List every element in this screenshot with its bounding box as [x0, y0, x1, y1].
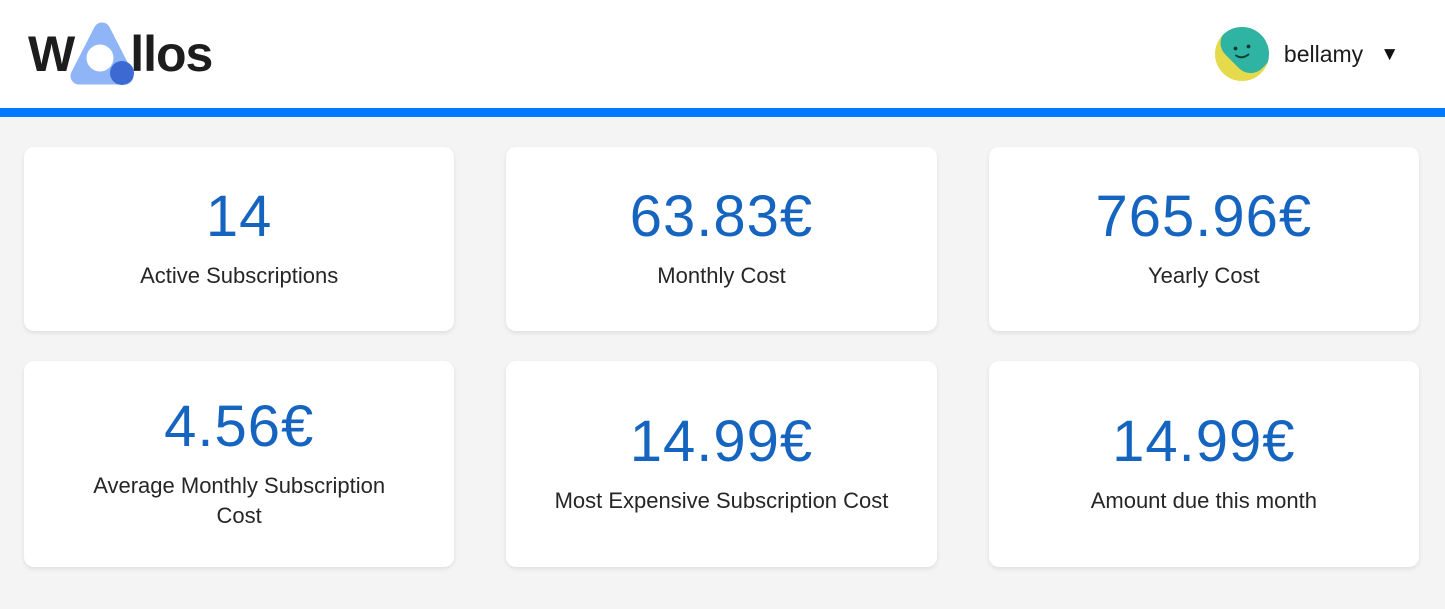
stat-label: Most Expensive Subscription Cost [554, 487, 889, 513]
stat-label: Monthly Cost [657, 262, 786, 288]
stat-card-active-subscriptions: 14 Active Subscriptions [24, 147, 455, 331]
stat-value: 4.56€ [164, 393, 315, 459]
stat-label: Yearly Cost [1147, 262, 1260, 288]
stat-value: 765.96€ [1095, 183, 1313, 249]
stat-value: 14.99€ [629, 408, 814, 474]
wallos-logo[interactable]: W llos [28, 14, 213, 94]
stats-grid: 14 Active Subscriptions 63.83€ Monthly C… [24, 147, 1419, 567]
app-header: W llos bellamy ▼ [0, 0, 1445, 108]
logo-text-prefix: W [28, 26, 75, 82]
stat-label: Active Subscriptions [140, 262, 339, 288]
logo-text-suffix: llos [130, 26, 213, 82]
stat-card-average-monthly-subscription-cost: 4.56€ Average Monthly Subscription Cost [24, 361, 455, 567]
stat-value: 14.99€ [1112, 408, 1296, 474]
user-avatar [1214, 27, 1269, 81]
stat-value: 63.83€ [629, 183, 814, 249]
stat-value: 14 [205, 183, 273, 249]
caret-down-icon: ▼ [1380, 44, 1399, 65]
stat-card-most-expensive-subscription-cost: 14.99€ Most Expensive Subscription Cost [506, 361, 937, 567]
user-menu[interactable]: bellamy ▼ [1214, 27, 1399, 81]
accent-bar [0, 108, 1445, 117]
stat-card-yearly-cost: 765.96€ Yearly Cost [988, 147, 1419, 331]
username-label: bellamy [1283, 40, 1364, 67]
wallos-triangle-icon [70, 22, 135, 85]
stat-card-monthly-cost: 63.83€ Monthly Cost [506, 147, 937, 331]
stat-label: Amount due this month [1090, 487, 1317, 513]
stat-label: Average Monthly Subscription Cost [93, 472, 386, 528]
stat-card-amount-due-this-month: 14.99€ Amount due this month [988, 361, 1419, 567]
